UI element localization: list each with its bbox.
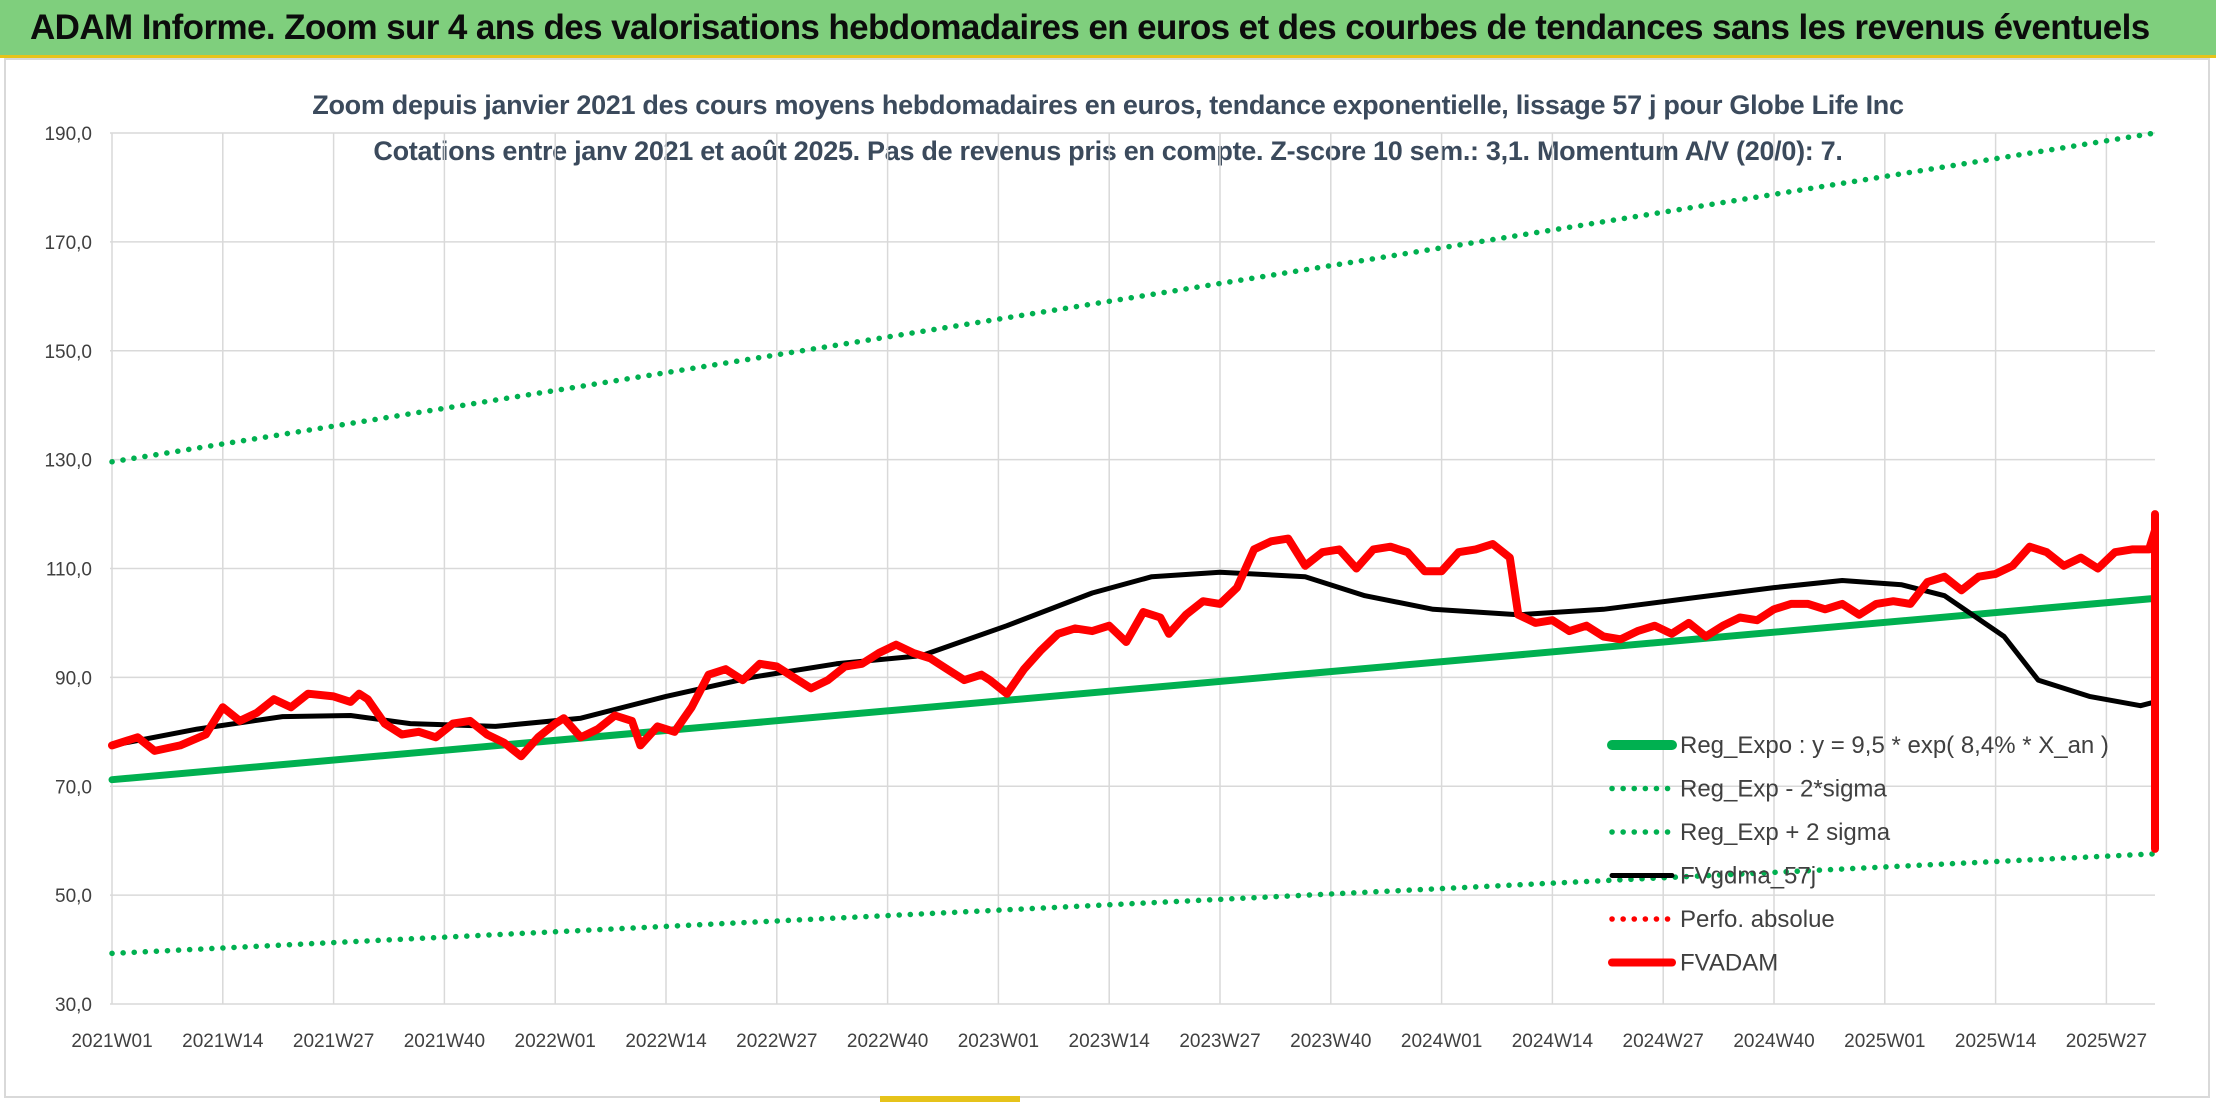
y-tick-label: 70,0 (55, 777, 92, 798)
x-tick-label: 2025W27 (2066, 1031, 2147, 1052)
x-tick-label: 2024W27 (1623, 1031, 1704, 1052)
y-tick-label: 170,0 (44, 233, 92, 254)
chart-title: Zoom depuis janvier 2021 des cours moyen… (312, 90, 1904, 120)
legend-label: Perfo. absolue (1680, 906, 1835, 933)
y-tick-label: 50,0 (55, 886, 92, 907)
chart-subtitle: Cotations entre janv 2021 et août 2025. … (373, 136, 1843, 166)
series-lines (108, 130, 2159, 957)
series-line-1 (109, 851, 2158, 957)
y-tick-label: 190,0 (44, 124, 92, 145)
x-tick-label: 2024W01 (1401, 1031, 1482, 1052)
x-tick-label: 2022W40 (847, 1031, 928, 1052)
legend-label: FVADAM (1680, 950, 1778, 977)
legend-label: Reg_Expo : y = 9,5 * exp( 8,4% * X_an ) (1680, 732, 2109, 759)
x-tick-label: 2021W14 (182, 1031, 264, 1052)
x-tick-label: 2024W40 (1733, 1031, 1814, 1052)
x-tick-label: 2023W40 (1290, 1031, 1371, 1052)
y-tick-label: 130,0 (44, 451, 92, 472)
series-line-3 (109, 541, 2158, 748)
y-axis-ticks: 190,0 170,0 150,0 130,0 110,0 90,0 70,0 50,0 30,… (44, 124, 92, 1016)
footer-accent (880, 1096, 1020, 1102)
y-tick-label: 90,0 (55, 668, 92, 689)
x-tick-label: 2024W14 (1512, 1031, 1594, 1052)
y-tick-label: 30,0 (55, 995, 92, 1016)
legend-label: Reg_Exp - 2*sigma (1680, 776, 1887, 803)
x-tick-label: 2023W01 (958, 1031, 1039, 1052)
chart-frame (4, 58, 2210, 1098)
series-line-2 (109, 130, 2158, 465)
x-tick-label: 2025W14 (1955, 1031, 2037, 1052)
x-axis-ticks: 2021W01 2021W14 2021W27 2021W40 2022W01 2022W… (71, 1031, 2147, 1052)
x-tick-label: 2022W14 (625, 1031, 707, 1052)
gridlines (110, 132, 2155, 1005)
y-tick-label: 150,0 (44, 342, 92, 363)
banner-title: ADAM Informe. Zoom sur 4 ans des valoris… (30, 8, 2150, 47)
legend-label: Reg_Exp + 2 sigma (1680, 819, 1891, 846)
x-tick-label: 2025W01 (1844, 1031, 1925, 1052)
series-line-0 (108, 594, 2159, 784)
legend: Reg_Expo : y = 9,5 * exp( 8,4% * X_an ) R… (1607, 732, 2109, 977)
x-tick-label: 2021W40 (404, 1031, 485, 1052)
x-tick-label: 2021W01 (71, 1031, 152, 1052)
x-tick-label: 2023W27 (1179, 1031, 1260, 1052)
header-banner: ADAM Informe. Zoom sur 4 ans des valoris… (0, 0, 2216, 58)
y-tick-label: 110,0 (46, 560, 92, 581)
x-tick-label: 2021W27 (293, 1031, 374, 1052)
legend-label: FVgdma_57j (1680, 863, 1816, 890)
x-tick-label: 2022W27 (736, 1031, 817, 1052)
x-tick-label: 2022W01 (515, 1031, 596, 1052)
series-line-5 (108, 510, 2159, 853)
x-tick-label: 2023W14 (1069, 1031, 1151, 1052)
